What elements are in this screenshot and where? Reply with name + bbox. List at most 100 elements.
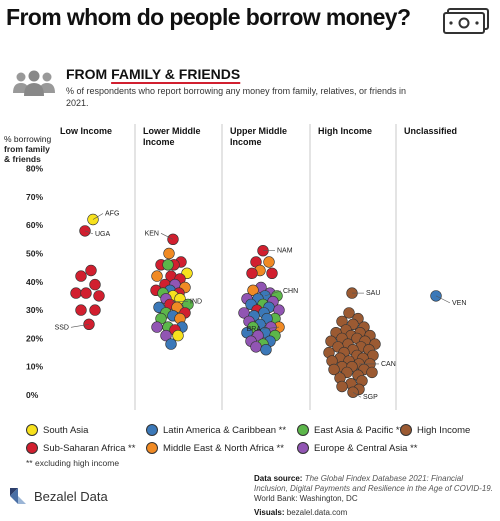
legend-swatch [26,442,38,454]
legend-item-south-asia: South Asia [26,424,88,436]
y-tick-label: 70% [26,192,43,202]
data-point-mena [263,256,275,268]
data-point-europe-ca [160,329,172,342]
data-point-ssa [89,278,101,291]
label-leader-line [160,233,174,240]
column-header: Lower Middle [143,126,201,136]
label-leader-line [435,295,451,304]
page-title: From whom do people borrow money? [6,4,411,30]
data-point-ssa [85,264,97,277]
column-header: Income [143,137,175,147]
label-leader-line [264,290,282,297]
y-tick-label: 80% [26,164,43,174]
data-source: Data source: The Global Findex Database … [254,474,494,504]
column-header: Income [230,137,262,147]
y-tick-label: 20% [26,333,43,343]
data-point-high-income [366,366,378,379]
data-point-ssa [266,267,278,280]
country-label: NAM [277,248,293,255]
y-tick-label: 10% [26,362,43,372]
section-title: FROM FAMILY & FRIENDS [66,66,240,82]
country-label: SAU [366,290,380,297]
y-axis-label-line: & friends [4,154,41,164]
country-label: VEN [452,300,466,307]
data-point-high-income [336,380,348,393]
chart-subtitle: % of respondents who report borrowing an… [66,86,406,108]
country-label: UGA [95,231,111,238]
country-label: BRA [247,326,262,333]
source-text: The Global Findex Database 2021: Financi… [254,474,493,493]
legend-item-high-income: High Income [400,424,470,436]
legend-swatch [146,442,158,454]
country-label: IND [190,299,202,306]
legend-swatch [297,442,309,454]
data-point-south-asia [172,329,184,342]
data-point-mena [163,247,175,260]
column-header: Unclassified [404,126,457,136]
visuals-link: bezalel.data.com [286,508,348,517]
column-header: High Income [318,126,372,136]
chart-legend: South Asia Latin America & Caribbean ** Ea… [0,420,500,466]
legend-label: Europe & Central Asia ** [314,442,418,454]
legend-label: Middle East & North Africa ** [163,442,284,454]
data-point-east-asia [162,259,174,271]
source-label: Data source: [254,474,303,483]
y-tick-label: 60% [26,220,43,230]
y-tick-label: 40% [26,277,43,287]
data-point-ssa [75,270,87,282]
column-header: Upper Middle [230,126,287,136]
country-label: SSD [55,324,69,331]
y-tick-label: 0% [26,390,39,400]
legend-item-ssa: Sub-Saharan Africa ** [26,442,135,454]
country-label: CHN [283,288,298,295]
legend-swatch [297,424,309,436]
country-label: KEN [145,230,159,237]
label-leader-line [352,391,362,398]
legend-item-mena: Middle East & North Africa ** [146,442,284,454]
data-point-ssa [80,287,92,299]
data-point-mena [151,270,163,282]
data-point-high-income [343,307,355,319]
money-bill-icon [443,8,489,34]
legend-swatch [146,424,158,436]
legend-label: South Asia [43,424,89,436]
data-point-latin-america [165,338,177,350]
source-publisher: World Bank: Washington, DC [254,494,358,503]
data-point-europe-ca [250,341,262,353]
data-point-ssa [246,267,258,280]
country-label: CAN [381,361,396,368]
brand-name: Bezalel Data [34,488,108,504]
country-label: SGP [363,394,378,401]
brand: Bezalel Data [8,486,108,506]
y-axis-label-line: % borrowing [4,134,52,144]
label-leader-line [92,213,104,220]
visuals-label: Visuals: [254,508,285,517]
data-point-ssa [89,304,101,316]
visuals-credit: Visuals: bezalel.data.com [254,508,347,517]
bezalel-logo-icon [10,488,26,504]
data-point-mena [247,284,259,297]
column-header: Low Income [60,126,112,136]
data-point-high-income [328,363,340,376]
section-title-highlight: FAMILY & FRIENDS [111,66,241,82]
label-leader-line [84,230,94,235]
legend-item-east-asia: East Asia & Pacific ** [297,424,403,436]
label-leader-line [262,326,280,330]
data-point-latin-america [260,344,272,356]
legend-label: East Asia & Pacific ** [314,424,404,436]
legend-swatch [26,424,38,436]
y-tick-label: 30% [26,305,43,315]
data-point-ssa [70,287,82,299]
section-title-prefix: FROM [66,66,112,82]
data-point-europe-ca [151,321,163,333]
legend-label: High Income [417,424,471,436]
y-tick-label: 50% [26,249,43,259]
label-leader-line [70,324,90,328]
people-group-icon [13,70,55,96]
footnote: ** excluding high income [26,458,120,468]
legend-label: Sub-Saharan Africa ** [43,442,136,454]
y-axis-label-line: from family [4,144,50,154]
legend-label: Latin America & Caribbean ** [163,424,287,436]
country-label: AFG [105,211,119,218]
